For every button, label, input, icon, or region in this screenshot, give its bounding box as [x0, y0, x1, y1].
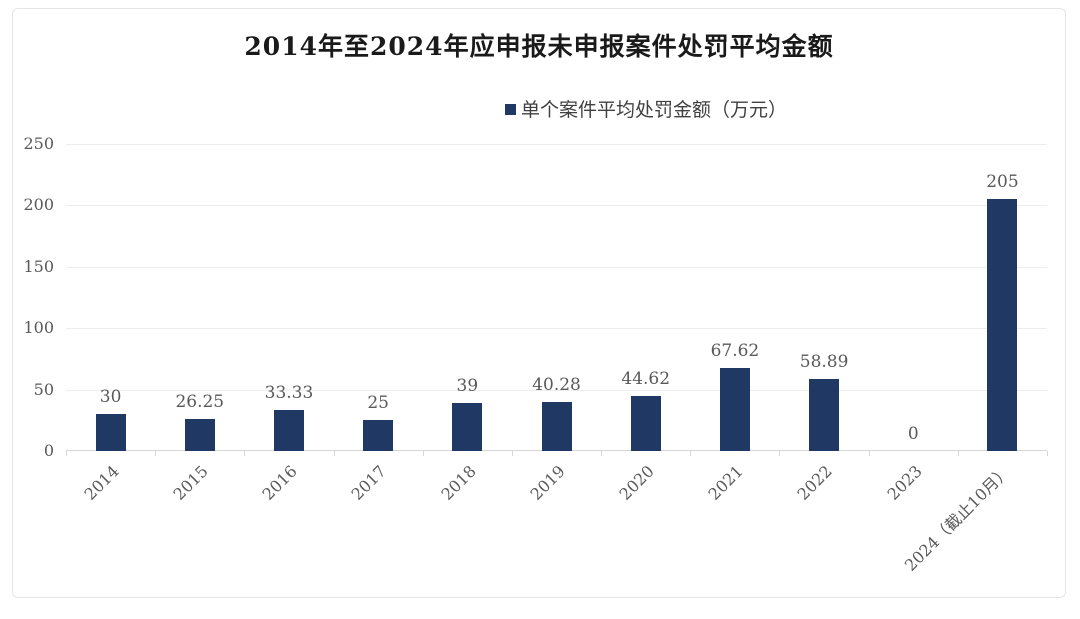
x-tick-label: 2019 [526, 461, 569, 504]
bar [273, 410, 304, 451]
x-axis-tick [511, 451, 513, 456]
bar-value-label: 26.25 [175, 391, 225, 412]
bar [452, 403, 483, 451]
x-tick-label: 2016 [258, 461, 301, 504]
x-axis-tick [957, 451, 959, 456]
x-tick-label: 2017 [347, 461, 391, 504]
y-axis: 0 50 100 150 200 250 [13, 136, 54, 459]
bar-slot: 25 [334, 144, 423, 451]
x-tick-label: 2018 [437, 461, 480, 504]
x-tick-label: 2020 [615, 461, 658, 504]
x-tick-label: 2014 [80, 461, 123, 504]
bar-slot: 58.89 [780, 144, 869, 451]
bars-layer: 30 26.25 33.33 25 39 40.28 44.62 67.62 58.89 0 205 [66, 144, 1047, 451]
y-tick-label: 0 [43, 441, 54, 460]
bar-value-label: 33.33 [264, 383, 314, 404]
x-axis: 2014 2015 2016 2017 2018 2019 2020 2021 2022 2023… [66, 451, 1047, 599]
x-axis-tick [868, 451, 870, 456]
chart-panel: 2014年至2024年应申报未申报案件处罚平均金额 单个案件平均处罚金额（万元）… [12, 8, 1066, 598]
bar-slot: 205 [958, 144, 1047, 451]
y-tick-label: 100 [23, 318, 54, 338]
x-axis-tick [333, 451, 335, 456]
bar-value-label: 205 [986, 172, 1019, 193]
x-axis-tick [779, 451, 781, 456]
x-axis-tick [422, 451, 424, 456]
bar [184, 418, 215, 451]
x-tick-label: 2022 [793, 461, 837, 504]
gridline [66, 266, 1047, 268]
bar [719, 367, 750, 451]
x-tick-label: 2023 [883, 461, 926, 504]
bar-slot: 40.28 [512, 144, 601, 451]
gridline [66, 205, 1047, 207]
bar-value-label: 40.28 [532, 374, 581, 395]
bar-value-label: 58.89 [799, 351, 849, 372]
bar [630, 396, 661, 451]
gridline [66, 144, 1047, 145]
bar-value-label: 44.62 [621, 369, 671, 390]
bar-slot: 0 [869, 144, 958, 451]
x-tick-label: 2021 [704, 461, 747, 504]
x-tick-label: 2015 [169, 461, 212, 504]
bar [95, 414, 126, 451]
x-axis-tick [601, 451, 603, 456]
y-tick-label: 250 [23, 134, 54, 153]
bar [809, 378, 840, 451]
legend: 单个案件平均处罚金额（万元） [505, 95, 787, 122]
bar-slot: 39 [423, 144, 512, 451]
x-axis-tick [690, 451, 692, 456]
bar-slot: 33.33 [244, 144, 333, 451]
legend-marker-square-icon [505, 104, 516, 115]
bar-slot: 30 [66, 144, 155, 451]
y-tick-label: 200 [23, 195, 54, 215]
bar-slot: 26.25 [155, 144, 244, 451]
y-tick-label: 50 [33, 379, 54, 399]
plot-area: 30 26.25 33.33 25 39 40.28 44.62 67.62 58.89 0 205 [66, 144, 1048, 456]
bar-value-label: 0 [907, 424, 919, 444]
x-axis-tick [155, 451, 157, 456]
bar [987, 199, 1018, 451]
bar-value-label: 39 [456, 376, 479, 397]
gridline [66, 328, 1047, 330]
x-axis-tick [1047, 451, 1048, 456]
bar-slot: 44.62 [601, 144, 690, 451]
x-axis-tick [244, 451, 246, 456]
gridline [66, 389, 1047, 391]
bar-value-label: 67.62 [710, 340, 760, 361]
bar [541, 401, 572, 451]
legend-label: 单个案件平均处罚金额（万元） [521, 99, 788, 121]
bar-value-label: 25 [367, 393, 389, 414]
x-axis-tick [66, 451, 67, 456]
chart-title: 2014年至2024年应申报未申报案件处罚平均金额 [244, 32, 834, 61]
bar-value-label: 30 [99, 387, 122, 408]
bar [363, 420, 394, 451]
bar-slot: 67.62 [690, 144, 779, 451]
y-tick-label: 150 [23, 256, 54, 276]
